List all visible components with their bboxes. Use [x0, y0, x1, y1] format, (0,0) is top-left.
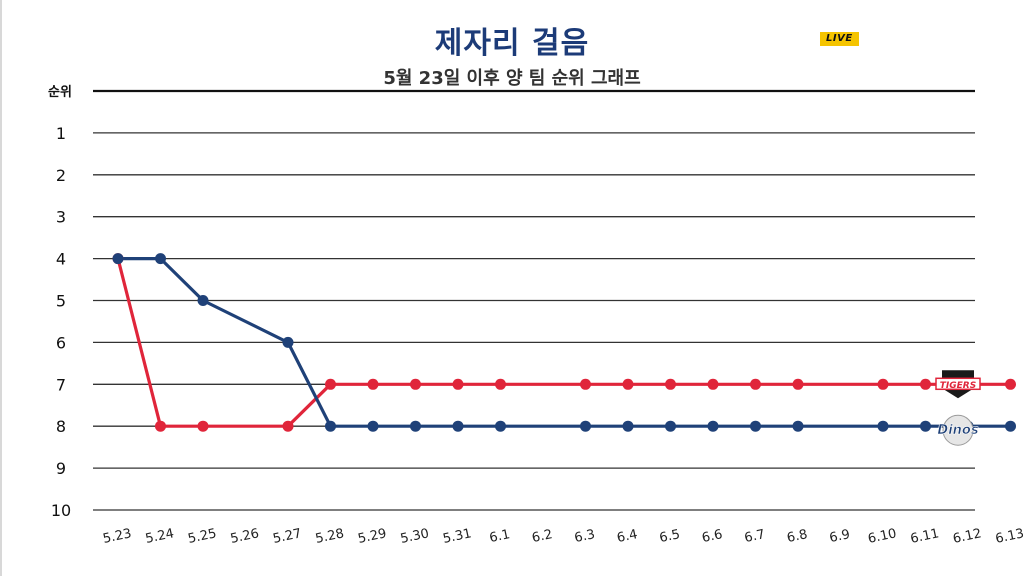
x-tick-label: 6.7	[743, 527, 766, 546]
data-point	[622, 378, 634, 390]
x-tick-label: 6.3	[573, 527, 596, 546]
x-tick-label: 6.6	[701, 527, 724, 546]
x-tick-label: 5.23	[102, 526, 133, 547]
data-point	[792, 420, 804, 432]
x-tick-label: 6.10	[867, 526, 898, 547]
x-tick-label: 6.5	[658, 527, 681, 546]
data-point	[367, 420, 379, 432]
data-point	[920, 420, 931, 432]
live-badge: LIVE	[820, 32, 859, 46]
y-tick-label: 9	[56, 459, 66, 478]
data-point	[495, 420, 506, 432]
data-point	[665, 378, 676, 390]
y-tick-label: 6	[56, 333, 66, 352]
data-point	[665, 420, 676, 432]
data-point	[877, 420, 889, 432]
x-tick-label: 6.2	[531, 527, 554, 546]
data-point	[452, 378, 464, 390]
data-point	[282, 336, 294, 348]
data-point	[155, 420, 166, 432]
data-point	[495, 378, 506, 390]
data-point	[877, 378, 889, 390]
chart-title: 제자리 걸음	[434, 26, 590, 61]
data-point	[580, 420, 591, 432]
data-point	[792, 378, 804, 390]
x-tick-label: 5.26	[229, 526, 260, 547]
data-point	[197, 420, 209, 432]
y-tick-label: 8	[56, 417, 66, 436]
dinos-wordmark: Dinos	[937, 423, 978, 438]
y-tick-label: 1	[56, 124, 66, 143]
data-point	[155, 253, 166, 265]
x-tick-label: 6.8	[786, 527, 809, 546]
x-tick-label: 5.27	[272, 526, 303, 547]
y-tick-label: 10	[51, 501, 71, 520]
x-tick-label: 5.31	[442, 526, 473, 547]
data-point	[367, 378, 379, 390]
grid-lines	[93, 89, 975, 511]
y-tick-label: 2	[56, 166, 66, 185]
data-point	[580, 378, 591, 390]
data-point	[112, 253, 124, 265]
data-point	[707, 378, 719, 390]
y-tick-label: 7	[56, 375, 66, 394]
data-point	[452, 420, 464, 432]
data-point	[282, 420, 294, 432]
data-point	[920, 378, 931, 390]
team-logos: TIGERS Dinos	[935, 370, 981, 446]
x-tick-label: 5.29	[357, 526, 388, 547]
y-tick-labels: 1 2 3 4 5 6 7 8 9 10	[51, 124, 71, 520]
data-point	[750, 420, 761, 432]
x-tick-label: 6.1	[488, 527, 511, 546]
data-point	[1005, 420, 1016, 432]
dinos-emblem	[942, 414, 974, 446]
data-point	[325, 378, 336, 390]
data-point	[325, 420, 336, 432]
x-tick-label: 5.30	[399, 526, 430, 547]
x-tick-label: 5.25	[187, 526, 218, 547]
y-tick-label: 3	[56, 208, 66, 227]
y-tick-label: 5	[56, 292, 66, 311]
data-point	[622, 420, 634, 432]
x-tick-label: 6.4	[616, 527, 639, 546]
tigers-logo: TIGERS	[935, 370, 981, 399]
x-tick-label: 5.28	[314, 526, 345, 547]
data-point	[707, 420, 719, 432]
frame-border	[0, 0, 2, 576]
y-tick-label: 4	[56, 250, 66, 269]
dinos-logo: Dinos	[937, 414, 979, 446]
tigers-band	[935, 377, 981, 391]
data-point	[197, 295, 209, 306]
x-tick-labels: 5.23 5.24 5.25 5.26 5.27 5.28 5.29 5.30 5.31 6.1 6…	[102, 526, 1024, 547]
series-points	[112, 253, 1016, 432]
data-point	[410, 378, 421, 390]
y-axis-label: 순위	[48, 85, 72, 100]
x-tick-label: 6.9	[828, 527, 851, 546]
tigers-wordmark: TIGERS	[940, 381, 976, 391]
data-point	[750, 378, 761, 390]
x-tick-label: 5.24	[144, 526, 175, 547]
data-point	[410, 420, 421, 432]
chart-subtitle: 5월 23일 이후 양 팀 순위 그래프	[383, 68, 641, 89]
x-tick-label: 6.13	[994, 526, 1024, 547]
x-tick-label: 6.11	[909, 526, 940, 547]
x-tick-label: 6.12	[952, 526, 983, 547]
data-point	[1005, 378, 1016, 390]
